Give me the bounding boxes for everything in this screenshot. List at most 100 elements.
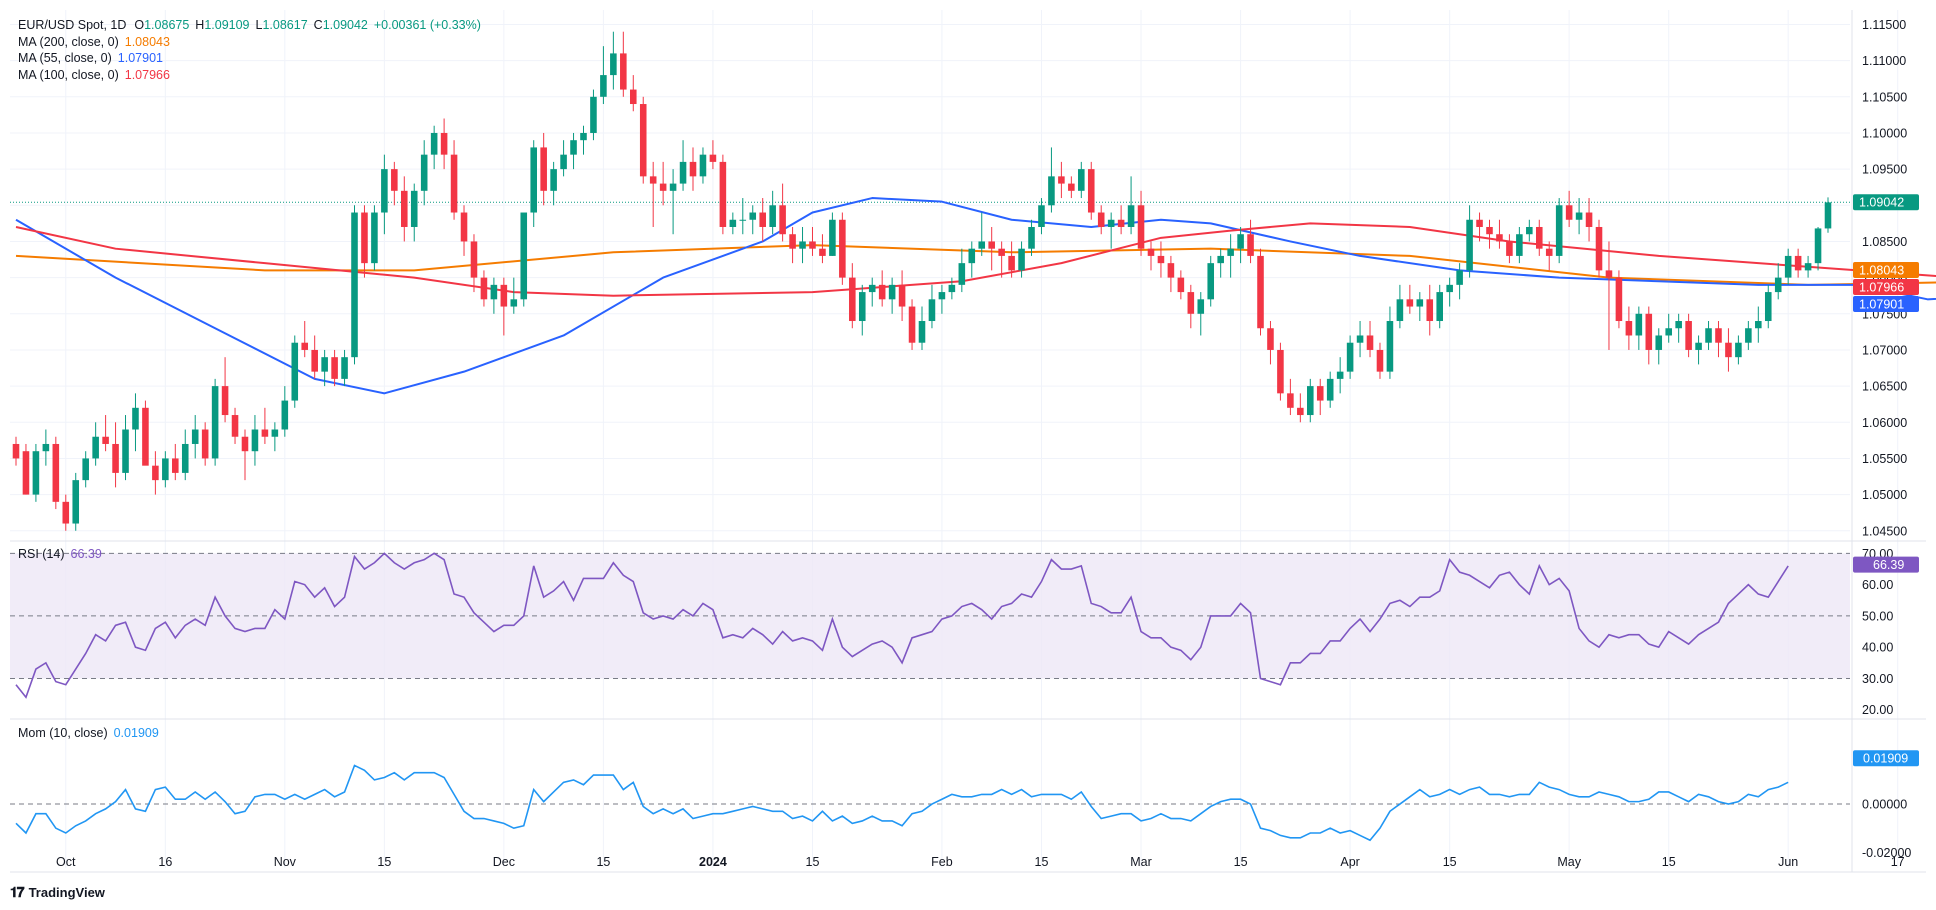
tradingview-name: TradingView <box>28 885 105 900</box>
ma100-value: 1.07966 <box>124 67 170 82</box>
candle-body <box>1326 378 1334 401</box>
candle-body <box>1416 299 1424 307</box>
candle-body <box>868 284 876 293</box>
price-tick-label: 1.05000 <box>1862 488 1907 502</box>
candle-body <box>1048 176 1055 206</box>
candle-body <box>1227 248 1234 256</box>
x-tick-label: 15 <box>1662 855 1676 869</box>
candle-body <box>1197 299 1205 314</box>
legend-ohlc: O1.08675 H1.09109 L1.08617 C1.09042 +0.00361… <box>134 18 481 32</box>
candle-body <box>311 349 318 372</box>
price-tag-label: 1.08043 <box>1859 264 1904 278</box>
candle-body <box>1476 219 1483 227</box>
candle-body <box>908 306 916 343</box>
candle-body <box>749 212 757 220</box>
rsi-value-tag <box>1853 556 1919 573</box>
candle-body <box>152 465 159 481</box>
candle-body <box>450 154 458 213</box>
tradingview-logo[interactable]: 𝟏𝟕 TradingView <box>10 884 105 901</box>
ma100-label: MA (100, close, 0) <box>18 67 119 82</box>
candle-body <box>839 219 846 278</box>
price-tick-label: 1.06000 <box>1862 416 1907 430</box>
candle-body <box>1565 205 1573 220</box>
candle-body <box>928 299 936 322</box>
x-tick-label: Feb <box>931 855 953 869</box>
candle-body <box>699 154 707 177</box>
low-value: 1.08617 <box>262 18 308 32</box>
high-label: H <box>195 18 205 32</box>
candle-body <box>1506 241 1513 256</box>
candle-body <box>659 183 667 191</box>
price-tick-label: 1.07000 <box>1862 343 1907 357</box>
candle-body <box>241 436 249 452</box>
close-label: C <box>313 18 323 32</box>
legend-ma100[interactable]: MA (100, close, 0) 1.07966 <box>18 67 481 84</box>
candle-body <box>301 342 309 350</box>
candle-body <box>948 284 956 293</box>
x-tick-label: Mar <box>1130 855 1152 869</box>
candle-body <box>1715 328 1722 343</box>
candle-body <box>1277 349 1284 394</box>
rsi-value-tag-label: 66.39 <box>1873 558 1904 572</box>
candle-body <box>401 190 408 227</box>
candle-body <box>1187 292 1195 314</box>
legend-symbol: EUR/USD Spot, 1D <box>18 18 127 32</box>
candle-body <box>122 429 129 473</box>
candle-body <box>371 212 378 264</box>
candle-body <box>779 205 786 235</box>
candle-body <box>1665 328 1672 336</box>
candle-body <box>1107 219 1115 227</box>
candle-body <box>1087 169 1095 213</box>
candle-body <box>1774 277 1782 293</box>
candle-body <box>1784 255 1792 278</box>
candle-body <box>1336 371 1344 379</box>
candle-body <box>410 190 418 227</box>
ma-line <box>15 222 1936 297</box>
legend-ma200[interactable]: MA (200, close, 0) 1.08043 <box>18 34 481 51</box>
candle-body <box>639 104 647 177</box>
candle-body <box>968 248 976 264</box>
candle-body <box>92 436 99 459</box>
candle-body <box>988 241 995 249</box>
candle-body <box>938 292 946 300</box>
x-tick-label: Oct <box>56 855 76 869</box>
candle-body <box>1615 277 1623 322</box>
candle-body <box>391 169 398 191</box>
open-label: O <box>134 18 145 32</box>
candle-body <box>1745 328 1752 343</box>
legend-ma55[interactable]: MA (55, close, 0) 1.07901 <box>18 50 481 67</box>
price-tick-label: 1.11000 <box>1862 54 1906 68</box>
candle-body <box>1307 386 1314 416</box>
candle-body <box>261 429 269 437</box>
candle-body <box>1725 342 1732 358</box>
candle-body <box>460 212 468 242</box>
x-tick-label: 2024 <box>699 855 727 869</box>
candle-body <box>898 284 906 307</box>
mom-legend[interactable]: Mom (10, close) 0.01909 <box>18 725 159 742</box>
candle-body <box>1436 292 1443 322</box>
ma55-value: 1.07901 <box>117 51 163 65</box>
candle-body <box>321 357 328 372</box>
ma55-label: MA (55, close, 0) <box>18 51 112 65</box>
candle-body <box>201 429 209 459</box>
price-tag-label: 1.07901 <box>1859 298 1904 312</box>
candle-body <box>1755 321 1762 329</box>
rsi-line <box>15 552 1789 699</box>
candle-body <box>530 147 537 213</box>
candle-body <box>1804 263 1812 271</box>
price-tick-label: 1.10000 <box>1862 126 1907 140</box>
price-tag <box>1853 194 1919 211</box>
candle-body <box>1545 248 1553 256</box>
candle-body <box>1575 212 1583 220</box>
candle-body <box>1675 321 1682 329</box>
candle-body <box>271 429 279 437</box>
rsi-legend-value: 66.39 <box>70 547 102 561</box>
candle-body <box>1645 313 1653 350</box>
candle-body <box>1516 234 1523 256</box>
candle-body <box>1207 263 1215 300</box>
candle-body <box>1625 321 1633 336</box>
rsi-legend[interactable]: RSI (14) 66.39 <box>18 546 102 563</box>
ma200-value: 1.08043 <box>124 34 170 49</box>
candle-body <box>1366 335 1374 350</box>
